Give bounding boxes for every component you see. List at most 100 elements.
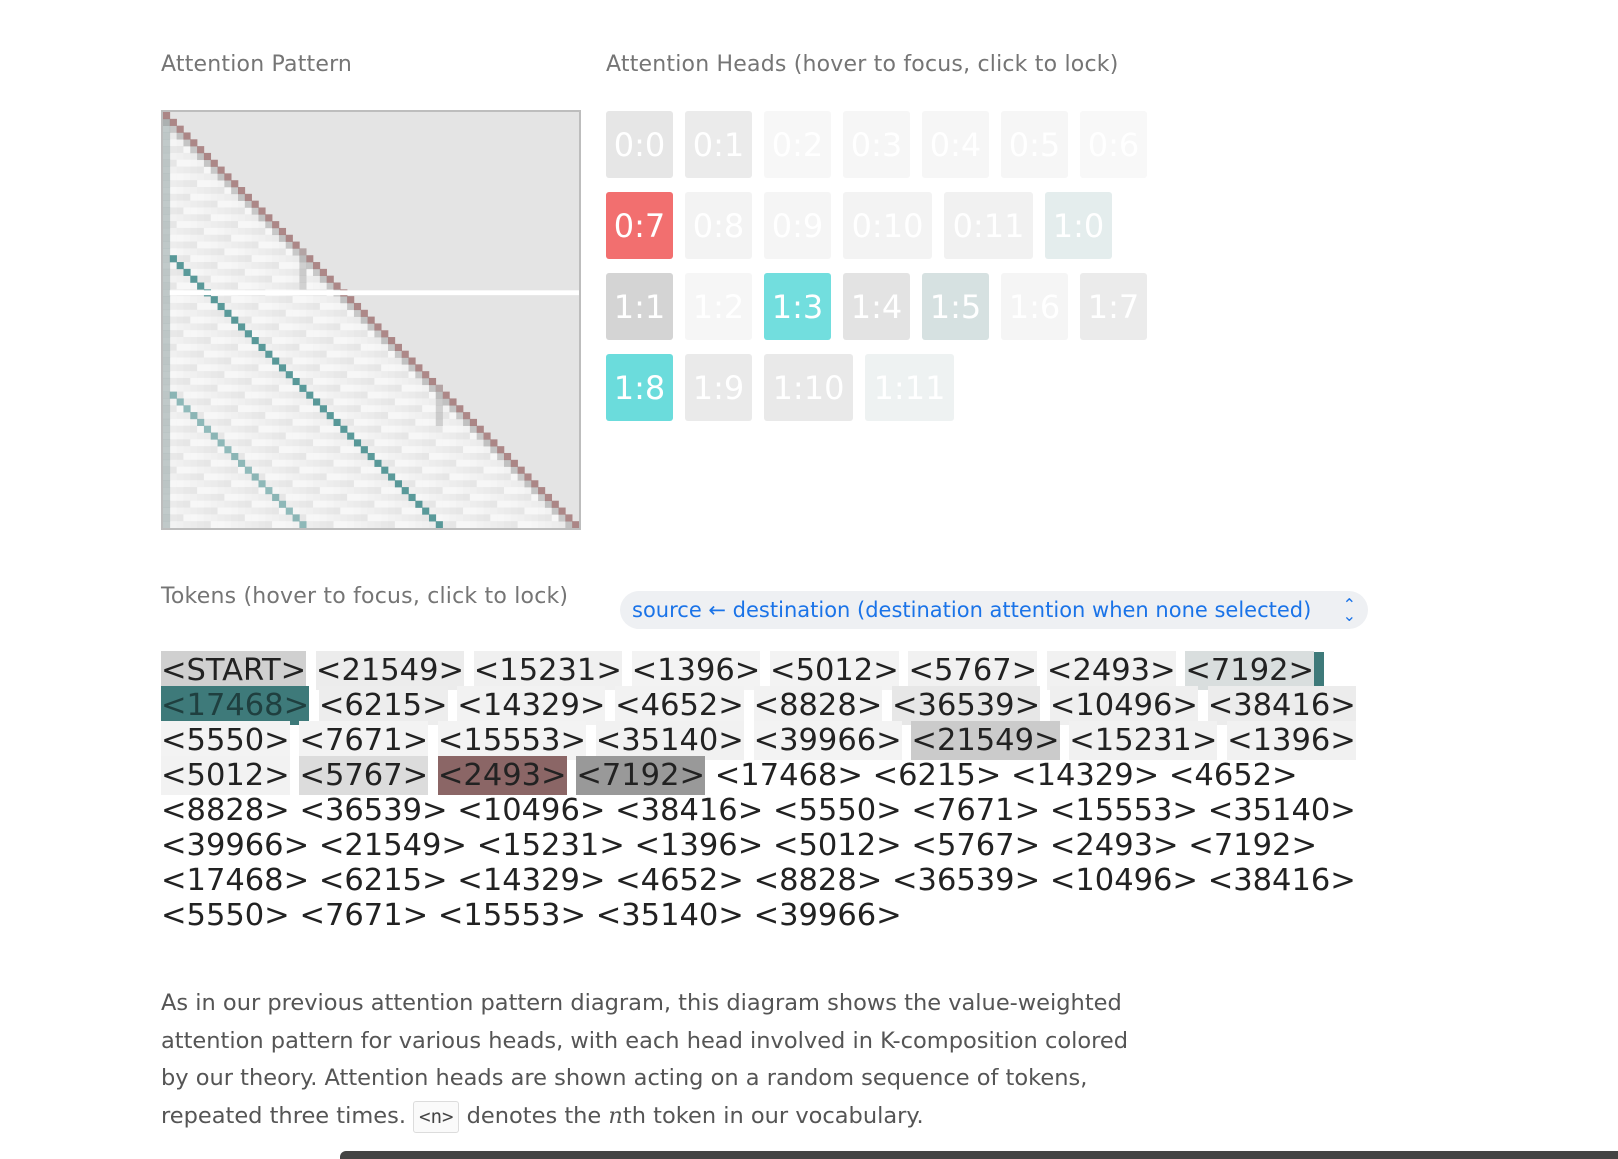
head-chip-0-9[interactable]: 0:9 (764, 192, 831, 259)
token[interactable]: <17468> (161, 863, 310, 898)
token[interactable]: <14329> (457, 686, 606, 725)
token[interactable]: <7671> (299, 721, 429, 760)
token[interactable]: <21549> (318, 828, 467, 863)
token[interactable]: <6215> (872, 758, 1002, 793)
pattern-cell (285, 296, 293, 304)
token[interactable]: <39966> (753, 898, 902, 933)
attention-direction-select[interactable]: source ← destination (destination attent… (620, 591, 1368, 629)
token[interactable]: <2493> (1046, 651, 1176, 690)
attention-pattern-matrix[interactable] (161, 110, 581, 530)
head-chip-0-8[interactable]: 0:8 (685, 192, 752, 259)
token[interactable]: <10496> (457, 793, 606, 828)
head-chip-1-1[interactable]: 1:1 (606, 273, 673, 340)
pattern-cell-diag (544, 493, 553, 502)
token[interactable]: <1396> (1227, 721, 1356, 760)
head-chip-1-10[interactable]: 1:10 (764, 354, 853, 421)
pattern-cell (258, 412, 266, 420)
token[interactable]: <21549> (911, 721, 1060, 760)
token[interactable]: <4652> (1168, 758, 1298, 793)
token[interactable]: <39966> (753, 721, 902, 760)
token[interactable]: <6215> (318, 863, 448, 898)
head-chip-1-2[interactable]: 1:2 (685, 273, 752, 340)
token[interactable]: <8828> (161, 793, 290, 828)
token[interactable]: <36539> (299, 793, 448, 828)
token[interactable]: <21549> (315, 651, 465, 690)
token[interactable]: <7671> (911, 793, 1041, 828)
token[interactable]: <8828> (753, 863, 883, 898)
token[interactable]: <10496> (1049, 863, 1198, 898)
token[interactable]: <15231> (473, 651, 622, 690)
head-chip-0-7[interactable]: 0:7 (606, 192, 673, 259)
token[interactable]: <15553> (437, 898, 587, 933)
head-chip-1-6[interactable]: 1:6 (1001, 273, 1068, 340)
head-chip-0-3[interactable]: 0:3 (843, 111, 910, 178)
token[interactable]: <39966> (161, 828, 310, 863)
head-chip-0-2[interactable]: 0:2 (764, 111, 831, 178)
head-chip-1-4[interactable]: 1:4 (843, 273, 910, 340)
head-chip-0-4[interactable]: 0:4 (922, 111, 989, 178)
token[interactable]: <7192> (1185, 651, 1315, 690)
token[interactable]: <15231> (476, 828, 625, 863)
head-chip-1-11[interactable]: 1:11 (865, 354, 954, 421)
pattern-cell (238, 262, 246, 270)
token[interactable]: <4652> (615, 863, 744, 898)
token[interactable]: <14329> (1011, 758, 1160, 793)
head-chip-0-11[interactable]: 0:11 (944, 192, 1033, 259)
token[interactable]: <7192> (576, 756, 706, 795)
token[interactable]: <38416> (1207, 863, 1356, 898)
token[interactable]: <5012> (161, 756, 290, 795)
head-chip-1-8[interactable]: 1:8 (606, 354, 673, 421)
token[interactable]: <4652> (615, 686, 744, 725)
token[interactable]: <17468> (161, 686, 310, 725)
pattern-cell (408, 514, 416, 522)
head-chip-1-7[interactable]: 1:7 (1080, 273, 1147, 340)
token[interactable]: <17468> (714, 758, 863, 793)
token[interactable]: <15553> (1049, 793, 1198, 828)
token[interactable]: <35140> (1207, 793, 1356, 828)
head-chip-1-9[interactable]: 1:9 (685, 354, 752, 421)
head-chip-0-1[interactable]: 0:1 (685, 111, 752, 178)
token[interactable]: <8828> (753, 686, 883, 725)
token[interactable]: <1396> (634, 828, 764, 863)
selected-row-highlight (169, 290, 579, 296)
token[interactable]: <6215> (318, 686, 448, 725)
head-chip-0-10[interactable]: 0:10 (843, 192, 932, 259)
token[interactable]: <5767> (908, 651, 1038, 690)
head-chip-1-5[interactable]: 1:5 (922, 273, 989, 340)
token[interactable]: <2493> (1049, 828, 1179, 863)
token[interactable]: <5550> (161, 721, 290, 760)
pattern-cell (306, 439, 314, 447)
token[interactable]: <5550> (772, 793, 902, 828)
token[interactable]: <5767> (911, 828, 1041, 863)
token[interactable]: <14329> (457, 863, 606, 898)
pattern-cell (340, 384, 348, 392)
token[interactable]: <15553> (437, 721, 587, 760)
pattern-cell (190, 405, 198, 413)
token[interactable]: <5012> (772, 828, 902, 863)
pattern-cell (231, 405, 239, 413)
token[interactable]: <2493> (437, 756, 567, 795)
token[interactable]: <36539> (892, 686, 1041, 725)
token[interactable]: <7192> (1188, 828, 1318, 863)
head-chip-0-5[interactable]: 0:5 (1001, 111, 1068, 178)
pattern-cell (176, 405, 184, 413)
token[interactable]: <5767> (299, 756, 429, 795)
token[interactable]: <START> (161, 651, 307, 690)
token[interactable]: <38416> (615, 793, 764, 828)
head-chip-0-6[interactable]: 0:6 (1080, 111, 1147, 178)
pattern-cell (367, 487, 375, 495)
token[interactable]: <38416> (1207, 686, 1356, 725)
token[interactable]: <35140> (595, 721, 744, 760)
pattern-cell (292, 487, 300, 495)
token[interactable]: <15231> (1069, 721, 1218, 760)
token[interactable]: <10496> (1049, 686, 1198, 725)
token[interactable]: <7671> (299, 898, 429, 933)
head-chip-1-3[interactable]: 1:3 (764, 273, 831, 340)
token[interactable]: <1396> (631, 651, 761, 690)
head-chip-0-0[interactable]: 0:0 (606, 111, 673, 178)
token[interactable]: <5012> (770, 651, 899, 690)
token[interactable]: <35140> (595, 898, 744, 933)
head-chip-1-0[interactable]: 1:0 (1045, 192, 1112, 259)
token[interactable]: <5550> (161, 898, 290, 933)
token[interactable]: <36539> (892, 863, 1041, 898)
